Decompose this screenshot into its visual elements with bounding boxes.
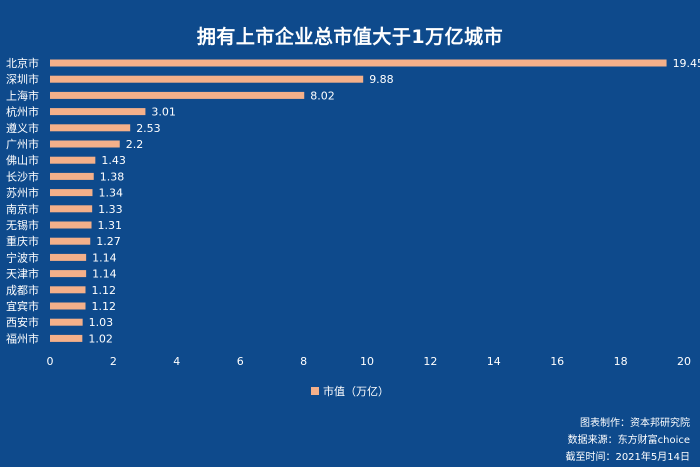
value-label: 3.01 — [151, 106, 176, 119]
bar — [50, 205, 93, 213]
chart-title: 拥有上市企业总市值大于1万亿城市 — [196, 26, 504, 48]
bar — [50, 140, 120, 148]
category-label: 西安市 — [6, 315, 39, 329]
category-label: 福州市 — [6, 331, 39, 345]
value-label: 9.88 — [369, 73, 394, 86]
value-label: 1.03 — [89, 316, 114, 329]
value-label: 19.45 — [673, 57, 700, 70]
x-tick-label: 14 — [487, 355, 501, 368]
x-tick-label: 6 — [237, 355, 244, 368]
bar — [50, 156, 96, 164]
bar — [50, 59, 667, 67]
x-tick-label: 20 — [677, 355, 691, 368]
value-label: 1.38 — [100, 170, 125, 183]
footer-source: 数据来源：东方财富choice — [567, 435, 690, 446]
x-tick-label: 18 — [614, 355, 628, 368]
legend-swatch — [311, 387, 319, 395]
category-label: 长沙市 — [6, 169, 39, 183]
bar — [50, 302, 86, 310]
value-label: 1.31 — [98, 219, 123, 232]
x-tick-label: 16 — [550, 355, 564, 368]
category-label: 宜宾市 — [6, 299, 39, 313]
x-tick-label: 0 — [47, 355, 54, 368]
footer: 图表制作：资本邦研究院 数据来源：东方财富choice 截至时间：2021年5月… — [565, 415, 690, 466]
bar — [50, 124, 131, 132]
bar — [50, 286, 86, 294]
value-label: 1.43 — [101, 154, 126, 167]
footer-maker: 图表制作：资本邦研究院 — [580, 418, 690, 429]
category-label: 宁波市 — [6, 250, 39, 264]
x-tick-label: 4 — [173, 355, 180, 368]
category-label: 南京市 — [6, 202, 39, 216]
bar — [50, 253, 87, 261]
x-tick-label: 2 — [110, 355, 117, 368]
bar — [50, 270, 87, 278]
category-label: 佛山市 — [6, 153, 39, 167]
category-label: 成都市 — [6, 283, 39, 297]
value-label: 1.34 — [98, 187, 123, 200]
value-label: 1.27 — [96, 235, 121, 248]
bar — [50, 75, 364, 83]
category-label: 重庆市 — [6, 234, 39, 248]
category-label: 上海市 — [6, 88, 39, 102]
bar — [50, 172, 94, 180]
category-label: 天津市 — [6, 267, 39, 281]
bar — [50, 91, 305, 99]
value-label: 1.14 — [92, 268, 117, 281]
legend-label: 市值（万亿） — [323, 385, 389, 398]
value-label: 1.12 — [92, 300, 117, 313]
x-tick-label: 8 — [300, 355, 307, 368]
value-label: 8.02 — [310, 89, 335, 102]
bar — [50, 108, 146, 116]
plot-area: 北京市 19.45 深圳市 9.88 上海市 8.02 杭州市 3.01 遵义市 2.53 广州市 2… — [6, 56, 700, 368]
x-tick-label: 12 — [423, 355, 437, 368]
value-label: 2.53 — [136, 122, 161, 135]
x-tick-label: 10 — [360, 355, 374, 368]
bar — [50, 189, 93, 197]
category-label: 遵义市 — [6, 121, 39, 135]
bar — [50, 221, 92, 229]
footer-deadline: 截至时间：2021年5月14日 — [565, 452, 690, 463]
value-label: 1.12 — [92, 284, 117, 297]
category-label: 深圳市 — [6, 72, 39, 86]
value-label: 1.02 — [88, 332, 113, 345]
category-label: 苏州市 — [6, 186, 39, 200]
category-label: 无锡市 — [6, 218, 39, 232]
bar — [50, 318, 83, 326]
category-label: 杭州市 — [6, 105, 39, 119]
category-label: 广州市 — [6, 137, 39, 151]
legend: 市值（万亿） — [0, 383, 700, 399]
bar — [50, 237, 91, 245]
value-label: 1.33 — [98, 203, 123, 216]
bar — [50, 334, 83, 342]
category-label: 北京市 — [6, 56, 39, 70]
value-label: 2.2 — [126, 138, 143, 151]
value-label: 1.14 — [92, 251, 117, 264]
